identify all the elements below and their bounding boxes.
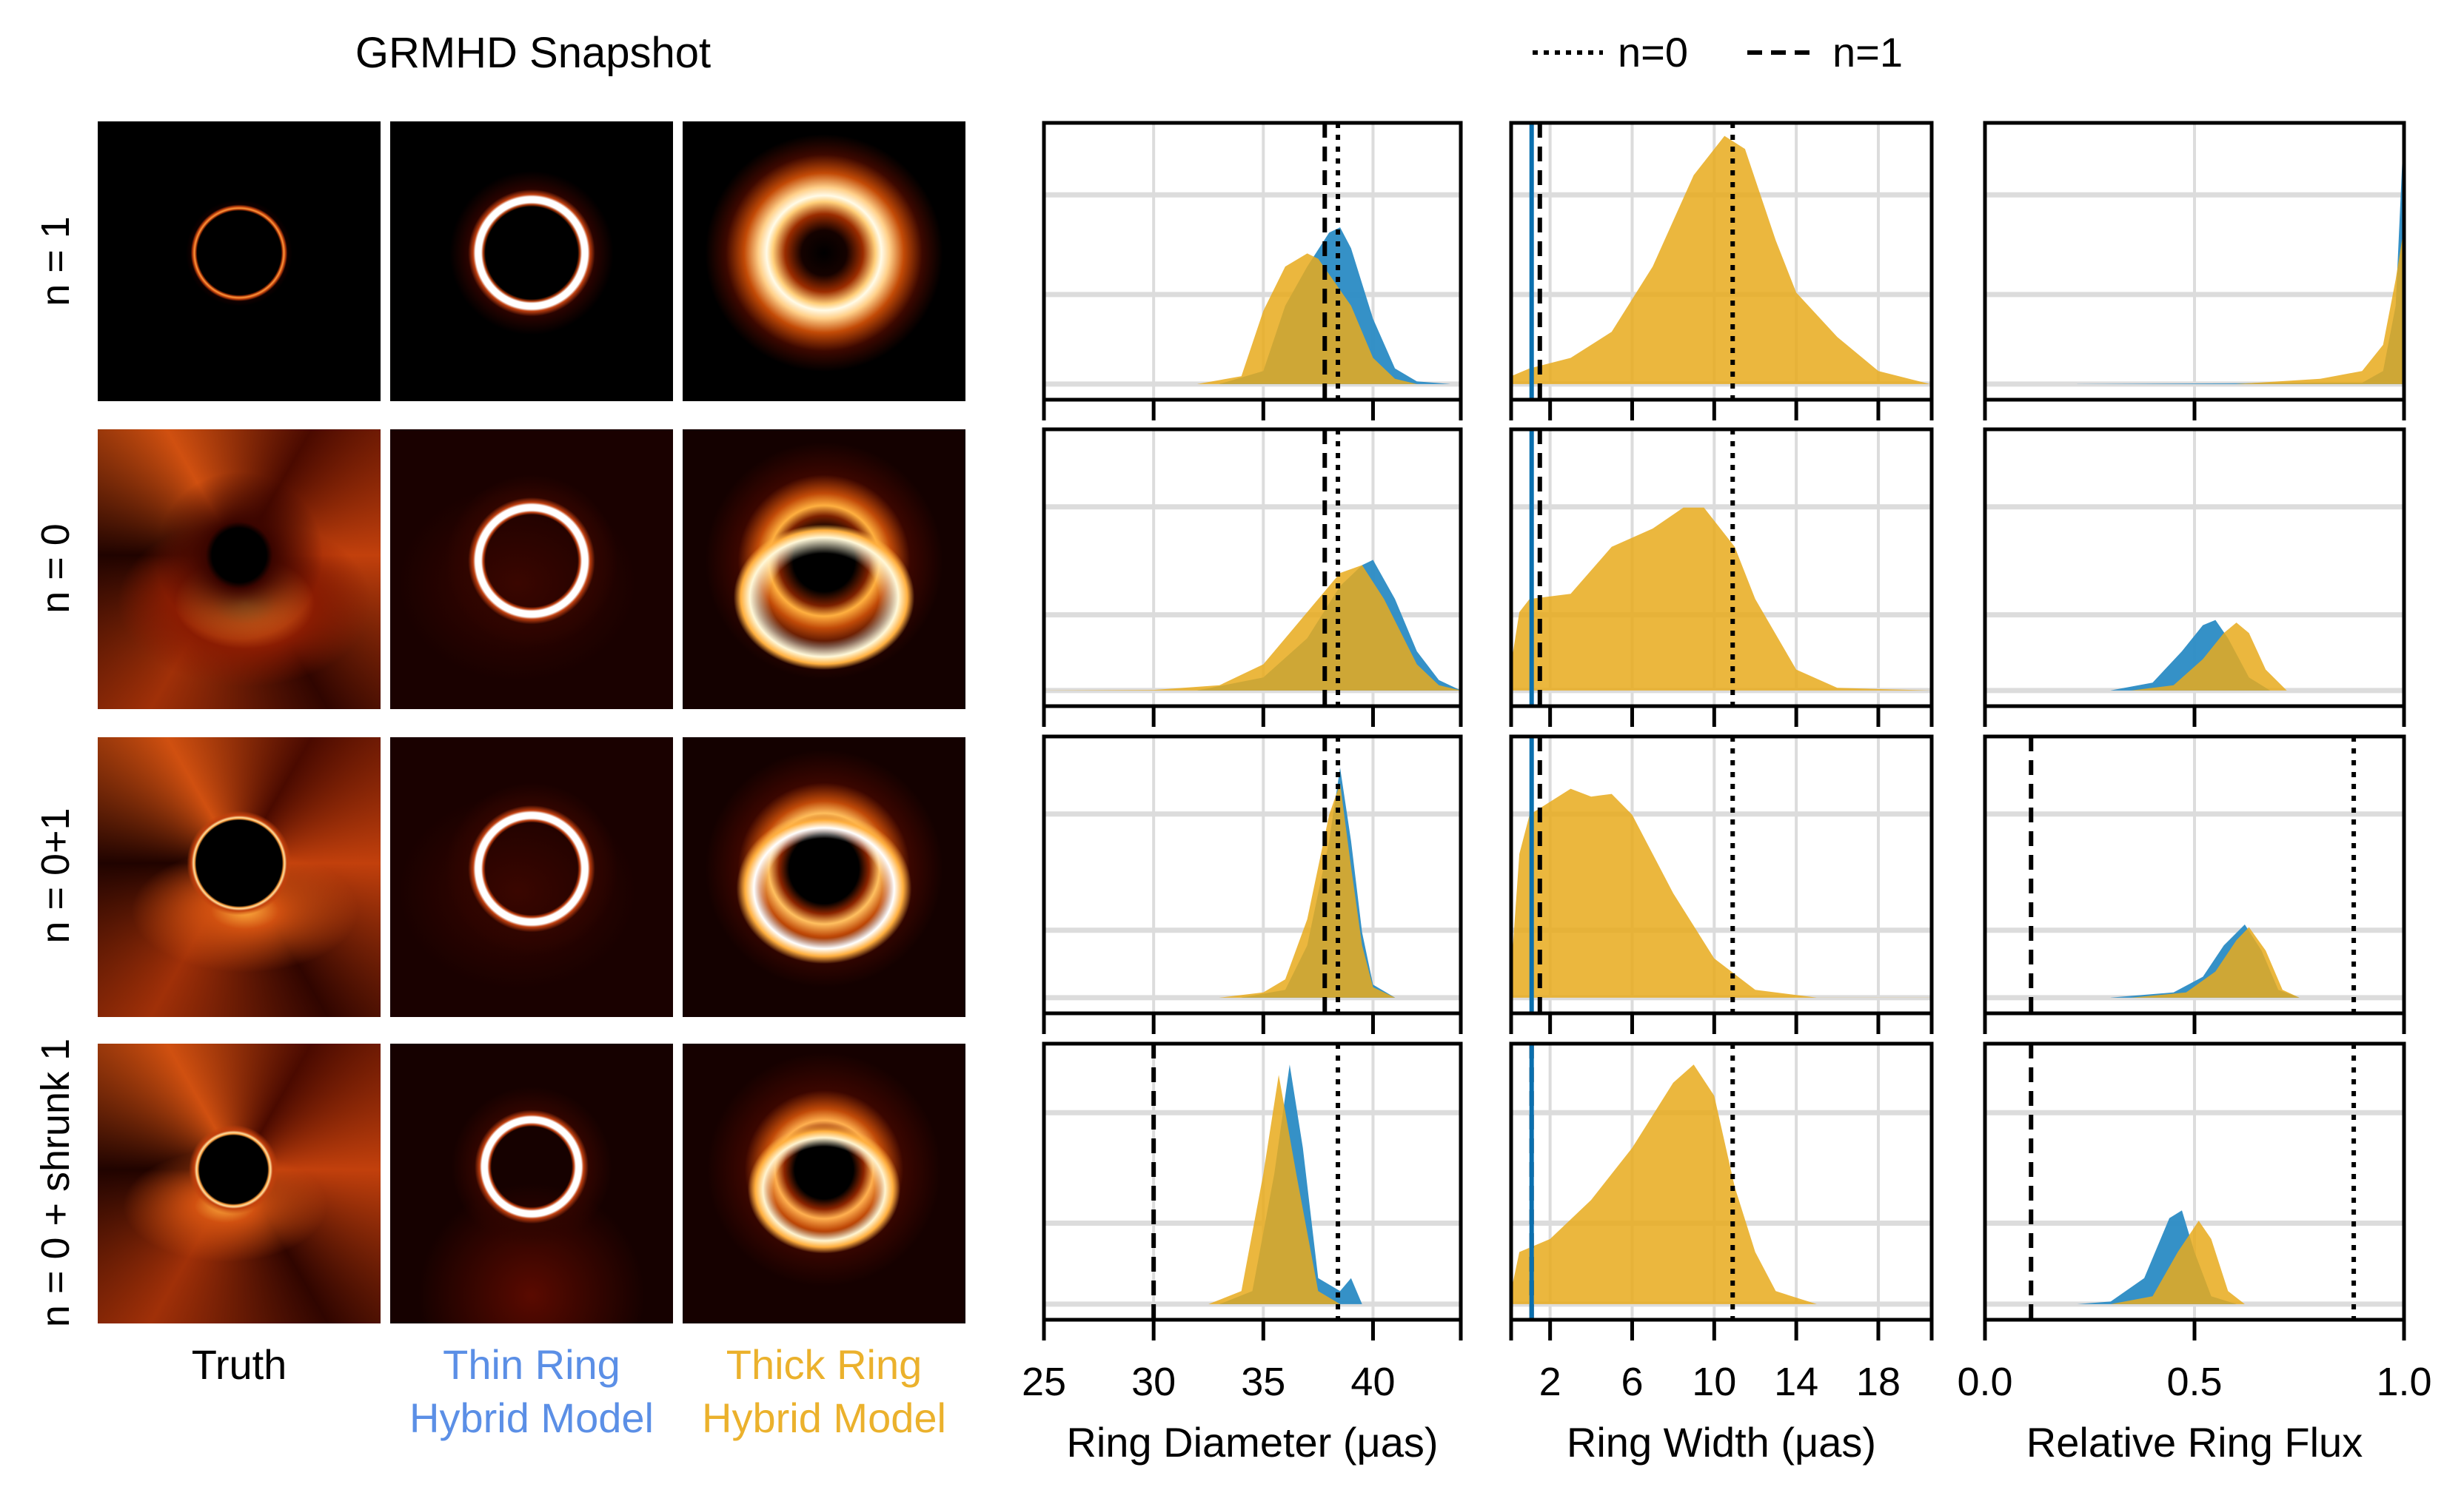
x-tick-label: 1.0 [2376,1360,2431,1404]
panel-2-0 [1042,734,1463,1034]
plot-area [1044,429,1461,706]
panel-3-0: 25 30 35 40 Ring Diameter (μas) [1022,1041,1463,1466]
panel-0-1 [1509,121,1934,420]
column-label-line: Hybrid Model [702,1395,946,1441]
thick-ring-density [1511,135,1930,384]
column-label-truth: Truth [84,1338,395,1392]
panel-0-0 [1042,121,1463,420]
x-tick-label: 40 [1350,1360,1395,1404]
thick-ring-density [2110,1221,2245,1304]
thick-ring-density [1197,253,1417,384]
thick-ring-density [1044,565,1461,691]
dotted-line-icon [1533,50,1603,55]
thick-ring-density [1511,507,1930,691]
thick-ring-image-shrunk [683,1044,965,1323]
figure-title: GRMHD Snapshot [355,29,712,77]
x-tick-label: 6 [1621,1360,1643,1404]
dashed-line-icon [1747,50,1818,55]
truth-image-n1 [98,121,381,401]
x-tick-label: 30 [1131,1360,1176,1404]
plot-area [1511,123,1932,400]
x-tick-label: 10 [1692,1360,1736,1404]
thick-ring-image-n1 [683,121,965,401]
thin-ring-density [2077,123,2404,384]
thin-ring-image-n0 [390,429,673,709]
x-tick-label: 18 [1856,1360,1901,1404]
truth-image-shrunk [98,1044,381,1323]
legend-label: n=0 [1618,29,1688,75]
plot-area [1511,736,1932,1013]
legend-n1: n=1 [1747,28,1903,76]
thick-ring-density [1511,1064,1930,1304]
axes-frame [1509,1041,1934,1322]
panel-3-2: 0.0 0.5 1.0 Relative Ring Flux [1957,1041,2432,1466]
x-tick-label: 0.0 [1957,1360,2012,1404]
axes-frame [1042,121,1463,402]
panel-3-1: 2 6 10 14 18 Ring Width (μas) [1509,1041,1934,1466]
thick-ring-density [1511,788,1930,998]
x-tick-label: 14 [1774,1360,1818,1404]
plot-area [1044,123,1461,400]
column-label-thin: Thin Ring Hybrid Model [376,1338,687,1445]
column-label-line: Hybrid Model [409,1395,654,1441]
thick-ring-image-n0 [683,429,965,709]
truth-image-n01 [98,737,381,1017]
thick-ring-density [1219,783,1396,998]
plot-area [1985,736,2404,1013]
panel-1-2 [1983,427,2406,727]
plot-area [1044,736,1461,1013]
x-tick-label: 2 [1539,1360,1561,1404]
axes-frame [1042,734,1463,1016]
plot-area [1985,429,2404,706]
plot-area [1511,1044,1932,1320]
thin-ring-image-shrunk [390,1044,673,1323]
column-label-line: Thick Ring [726,1341,923,1388]
panel-2-2 [1983,734,2406,1034]
truth-image-n0 [98,429,381,709]
x-axis-label: Ring Diameter (μas) [1066,1419,1438,1466]
panel-1-1 [1509,427,1934,727]
axes-frame [1509,121,1934,402]
x-axis-label: Relative Ring Flux [2026,1419,2363,1466]
panel-1-0 [1042,427,1463,727]
x-tick-label: 25 [1022,1360,1066,1404]
thin-ring-image-n01 [390,737,673,1017]
plot-area [1511,429,1932,706]
x-tick-label: 35 [1241,1360,1285,1404]
plot-area [1044,1044,1461,1320]
thick-ring-density [2236,227,2404,384]
plot-area [1985,1044,2404,1320]
axes-frame [1509,734,1934,1016]
legend-label: n=1 [1832,29,1903,75]
thick-ring-density [2132,927,2300,998]
axes-frame [1042,1041,1463,1322]
plot-area [1985,123,2404,400]
thick-ring-density [2132,622,2287,691]
thick-ring-density [1208,1075,1373,1304]
axes-frame [1509,427,1934,708]
panel-2-1 [1509,734,1934,1034]
legend-n0: n=0 [1533,28,1688,76]
column-label-line: Thin Ring [443,1341,620,1388]
column-label-thick: Thick Ring Hybrid Model [669,1338,980,1445]
axes-frame [1042,427,1463,708]
x-tick-label: 0.5 [2166,1360,2222,1404]
thin-ring-image-n1 [390,121,673,401]
column-label-line: Truth [191,1341,287,1388]
x-axis-label: Ring Width (μas) [1567,1419,1876,1466]
thick-ring-image-n01 [683,737,965,1017]
panel-0-2 [1983,121,2406,420]
